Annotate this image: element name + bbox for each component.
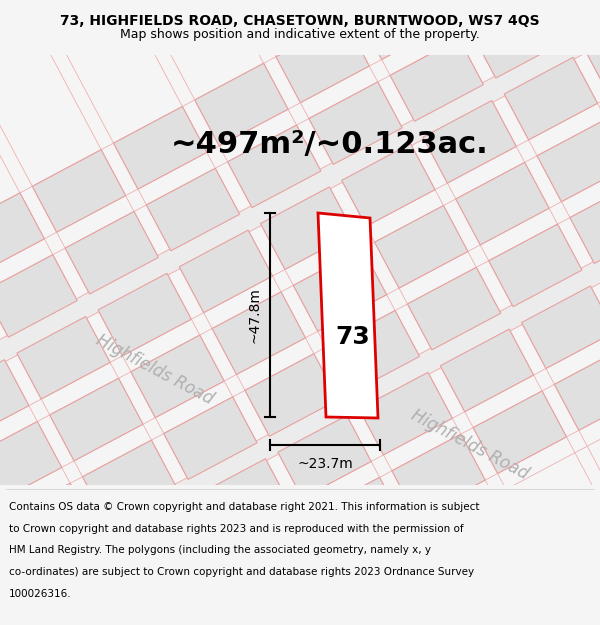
Polygon shape (537, 119, 600, 202)
Polygon shape (359, 372, 452, 455)
Polygon shape (326, 311, 419, 393)
Polygon shape (407, 268, 501, 350)
Polygon shape (392, 434, 485, 517)
Polygon shape (164, 397, 257, 479)
Polygon shape (179, 230, 272, 312)
Polygon shape (278, 416, 371, 498)
Polygon shape (318, 213, 378, 418)
Text: to Crown copyright and database rights 2023 and is reproduced with the permissio: to Crown copyright and database rights 2… (9, 524, 464, 534)
Polygon shape (131, 335, 224, 418)
Text: ~497m²/~0.123ac.: ~497m²/~0.123ac. (171, 131, 489, 159)
Polygon shape (34, 545, 127, 625)
Polygon shape (0, 360, 29, 442)
Polygon shape (146, 168, 239, 251)
Polygon shape (1, 483, 95, 566)
Text: Contains OS data © Crown copyright and database right 2021. This information is : Contains OS data © Crown copyright and d… (9, 502, 479, 512)
Text: 100026316.: 100026316. (9, 589, 71, 599)
Polygon shape (0, 255, 77, 338)
Polygon shape (227, 125, 321, 208)
Polygon shape (293, 249, 386, 331)
Polygon shape (504, 58, 598, 140)
Polygon shape (554, 348, 600, 430)
Polygon shape (229, 521, 323, 603)
Polygon shape (148, 564, 242, 625)
Polygon shape (342, 144, 435, 226)
Polygon shape (0, 44, 600, 625)
Polygon shape (374, 206, 468, 288)
Polygon shape (113, 106, 207, 189)
Text: Highfields Road: Highfields Road (93, 331, 217, 409)
Polygon shape (472, 0, 565, 78)
Polygon shape (586, 14, 600, 97)
Polygon shape (440, 329, 533, 412)
Polygon shape (309, 82, 402, 164)
Polygon shape (0, 421, 62, 504)
Polygon shape (439, 0, 532, 16)
Polygon shape (67, 607, 160, 625)
Polygon shape (0, 193, 44, 276)
Text: ~47.8m: ~47.8m (248, 287, 262, 343)
Text: ~23.7m: ~23.7m (297, 457, 353, 471)
Polygon shape (260, 187, 354, 269)
Polygon shape (83, 440, 176, 522)
Polygon shape (50, 378, 143, 461)
Text: Map shows position and indicative extent of the property.: Map shows position and indicative extent… (120, 28, 480, 41)
Text: HM Land Registry. The polygons (including the associated geometry, namely x, y: HM Land Registry. The polygons (includin… (9, 545, 431, 555)
Polygon shape (65, 211, 158, 294)
Polygon shape (570, 181, 600, 264)
Polygon shape (473, 391, 566, 474)
Polygon shape (456, 162, 549, 245)
Polygon shape (115, 502, 209, 584)
Polygon shape (357, 0, 451, 59)
Polygon shape (521, 286, 600, 369)
Polygon shape (488, 224, 582, 307)
Polygon shape (390, 39, 484, 121)
Polygon shape (197, 459, 290, 541)
Polygon shape (423, 101, 516, 183)
Polygon shape (17, 316, 110, 399)
Text: 73: 73 (335, 324, 370, 349)
Polygon shape (212, 292, 305, 374)
Polygon shape (195, 63, 288, 146)
Polygon shape (245, 354, 338, 436)
Polygon shape (311, 478, 404, 560)
Polygon shape (276, 20, 369, 102)
Text: co-ordinates) are subject to Crown copyright and database rights 2023 Ordnance S: co-ordinates) are subject to Crown copyr… (9, 567, 474, 577)
Polygon shape (98, 273, 191, 356)
Polygon shape (0, 0, 600, 536)
Text: Highfields Road: Highfields Road (408, 406, 532, 484)
Polygon shape (553, 0, 600, 35)
Text: 73, HIGHFIELDS ROAD, CHASETOWN, BURNTWOOD, WS7 4QS: 73, HIGHFIELDS ROAD, CHASETOWN, BURNTWOO… (60, 14, 540, 28)
Polygon shape (32, 150, 125, 232)
